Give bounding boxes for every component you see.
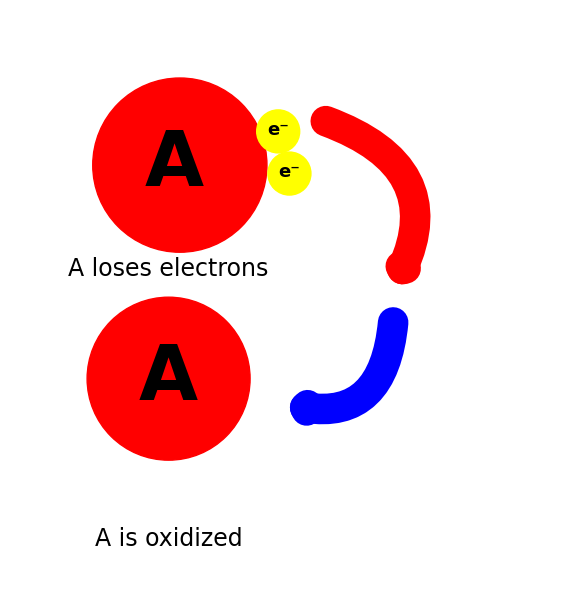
Circle shape — [93, 78, 267, 252]
FancyArrowPatch shape — [305, 322, 393, 410]
Text: A: A — [139, 341, 198, 416]
Text: e⁻: e⁻ — [268, 121, 289, 139]
FancyArrowPatch shape — [326, 121, 415, 269]
Text: A is oxidized: A is oxidized — [95, 527, 242, 551]
Text: A loses electrons: A loses electrons — [69, 257, 269, 281]
Circle shape — [257, 110, 300, 153]
Text: A: A — [144, 128, 204, 202]
Circle shape — [87, 297, 250, 460]
Circle shape — [268, 152, 311, 195]
Text: e⁻: e⁻ — [279, 163, 300, 181]
